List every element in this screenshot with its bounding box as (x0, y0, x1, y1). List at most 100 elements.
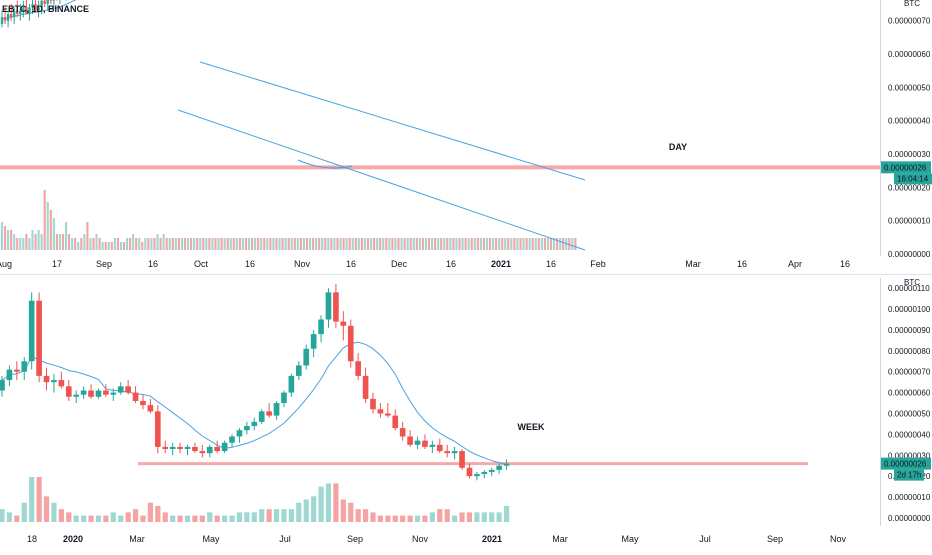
candle-body[interactable] (481, 471, 488, 475)
candle-body[interactable] (221, 442, 228, 452)
candle-body[interactable] (147, 405, 154, 412)
candle-body[interactable] (169, 446, 176, 449)
candle-body[interactable] (392, 415, 399, 429)
candle-body[interactable] (36, 300, 42, 376)
candle-body[interactable] (40, 0, 43, 8)
volume-bar (103, 515, 109, 522)
candle-body[interactable] (34, 4, 37, 11)
candle-body[interactable] (496, 465, 502, 470)
candle-body[interactable] (340, 321, 347, 326)
candle-body[interactable] (14, 369, 20, 372)
candle-body[interactable] (0, 380, 5, 391)
candle-body[interactable] (125, 386, 131, 393)
candle-body[interactable] (251, 421, 258, 427)
candle-body[interactable] (488, 469, 495, 472)
candle-body[interactable] (155, 411, 161, 447)
candle-body[interactable] (88, 390, 94, 397)
candle-body[interactable] (399, 428, 406, 437)
candle-body[interactable] (414, 440, 421, 445)
candle-body[interactable] (362, 375, 369, 399)
candle-body[interactable] (355, 361, 361, 376)
volume-bar (495, 238, 498, 250)
candle-body[interactable] (28, 7, 31, 14)
candle-body[interactable] (451, 451, 458, 454)
candle-body[interactable] (244, 426, 250, 431)
candle-body[interactable] (310, 334, 317, 349)
candle-body[interactable] (28, 300, 35, 362)
candle-body[interactable] (444, 451, 451, 454)
candle-body[interactable] (73, 394, 80, 397)
candle-body[interactable] (318, 319, 324, 335)
candle-body[interactable] (422, 440, 428, 447)
candle-body[interactable] (503, 463, 510, 466)
candle-body[interactable] (288, 375, 295, 393)
candle-body[interactable] (51, 380, 57, 383)
candle-body[interactable] (117, 386, 124, 393)
candle-body[interactable] (31, 4, 34, 8)
candle-body[interactable] (184, 446, 191, 449)
candle-body[interactable] (13, 10, 16, 18)
channel-lower-line[interactable] (177, 109, 586, 251)
candle-body[interactable] (0, 17, 4, 24)
candle-body[interactable] (214, 446, 220, 452)
candle-body[interactable] (6, 14, 10, 21)
candle-body[interactable] (333, 292, 339, 322)
candle-body[interactable] (95, 390, 102, 397)
candle-body[interactable] (295, 365, 302, 376)
candle-body[interactable] (58, 380, 65, 387)
candle-body[interactable] (25, 7, 28, 14)
volume-bar (113, 238, 116, 250)
candle-body[interactable] (43, 375, 50, 383)
candle-body[interactable] (19, 10, 22, 14)
candle-body[interactable] (377, 409, 384, 414)
candle-body[interactable] (229, 436, 235, 443)
candle-body[interactable] (80, 390, 87, 395)
candle-body[interactable] (459, 451, 465, 468)
candle-body[interactable] (21, 361, 28, 372)
candle-body[interactable] (65, 386, 72, 397)
candle-body[interactable] (132, 392, 139, 401)
candle-body[interactable] (162, 446, 169, 449)
candle-body[interactable] (236, 430, 243, 437)
candle-body[interactable] (46, 0, 49, 4)
candle-body[interactable] (9, 14, 13, 18)
candle-body[interactable] (436, 444, 443, 452)
moving-average-line[interactable] (1, 341, 507, 465)
channel-upper-line[interactable] (199, 61, 586, 181)
candle-body[interactable] (43, 0, 46, 5)
candle-body[interactable] (370, 398, 376, 410)
candle-body[interactable] (206, 446, 213, 454)
volume-bar (556, 238, 559, 250)
candle-body[interactable] (103, 390, 109, 395)
candle-body[interactable] (325, 292, 332, 320)
candle-body[interactable] (385, 413, 391, 416)
candle-body[interactable] (192, 446, 198, 452)
candle-body[interactable] (466, 467, 473, 477)
candle-body[interactable] (266, 411, 272, 416)
candle-body[interactable] (429, 444, 436, 447)
candle-body[interactable] (258, 411, 265, 422)
candle-body[interactable] (474, 474, 480, 477)
candle-body[interactable] (3, 17, 7, 21)
candle-body[interactable] (16, 10, 19, 14)
candle-body[interactable] (273, 403, 280, 416)
candle-body[interactable] (177, 446, 183, 449)
daily-chart-pane[interactable]: BTC 0.00000070 0.00000060 0.00000050 0.00000… (0, 0, 932, 269)
candle-body[interactable] (140, 400, 146, 406)
candle-body[interactable] (199, 451, 206, 454)
candle-body[interactable] (6, 369, 13, 381)
candle-body[interactable] (110, 392, 117, 395)
candle-body[interactable] (281, 392, 287, 404)
volume-bar (263, 238, 266, 250)
candle-body[interactable] (37, 7, 40, 11)
candle-body[interactable] (303, 348, 310, 366)
volume-bar (40, 234, 43, 250)
candle-body[interactable] (22, 7, 25, 11)
rounded-bottom-arc[interactable] (297, 159, 353, 169)
candle-body[interactable] (407, 436, 413, 445)
candle-body[interactable] (347, 325, 354, 362)
candle-body[interactable] (49, 0, 52, 1)
candle-body[interactable] (52, 0, 56, 1)
